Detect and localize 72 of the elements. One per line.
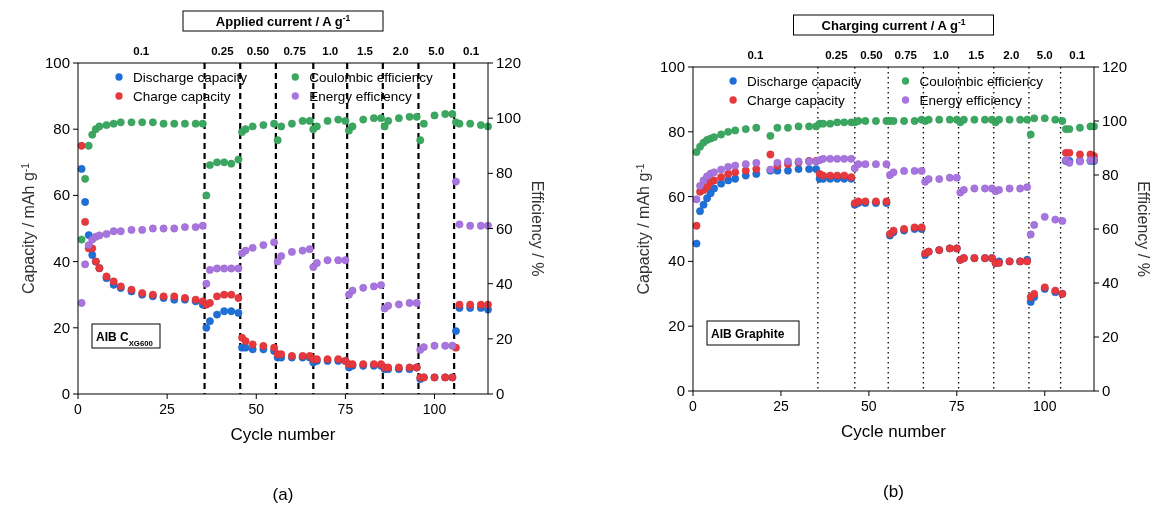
y2-tick-label: 80	[1102, 166, 1119, 183]
x-axis-title: Cycle number	[841, 422, 947, 441]
text: 1.5	[357, 45, 374, 57]
y-tick-label: 40	[668, 252, 685, 270]
y2-tick-label: 40	[496, 274, 513, 292]
y2-tick-label: 120	[496, 54, 522, 71]
text: 5.0	[1036, 49, 1053, 61]
legend-label: Coulombic efficiency	[919, 74, 1044, 89]
x-tick-label: 0	[74, 401, 83, 417]
y2-axis-title: Efficiency / %	[1135, 181, 1152, 277]
x2-axis-title: Charging current / A g$^{-1}$	[821, 17, 966, 33]
x-tick-label: 25	[159, 401, 176, 417]
legend-label: Energy efficiency	[919, 93, 1023, 108]
legend-label: Charge capacity	[747, 93, 845, 108]
text: 1.5	[968, 49, 985, 61]
x-tick-label: 25	[773, 398, 789, 414]
legend-label: Energy efficiency	[309, 89, 413, 104]
annotation: AIB Graphite	[711, 327, 785, 341]
y2-tick-label: 120	[1102, 58, 1128, 75]
y2-axis-title: Efficiency / %	[529, 180, 546, 277]
y-tick-label: 0	[61, 385, 70, 402]
y2-tick-label: 100	[496, 109, 522, 127]
legend-label: Discharge capacity	[133, 70, 248, 85]
text: 2.0	[392, 45, 409, 57]
text: 1.0	[932, 49, 949, 61]
y-tick-label: 100	[44, 54, 70, 71]
x2-axis-title: Applied current / A g$^{-1}$	[215, 13, 351, 29]
text: 0.1	[463, 45, 480, 57]
y-tick-label: 0	[676, 382, 685, 399]
y2-tick-label: 20	[496, 329, 513, 347]
y-tick-label: 80	[668, 122, 685, 140]
x-tick-label: 50	[861, 398, 877, 414]
y2-tick-label: 60	[496, 219, 513, 237]
x-axis-title: Cycle number	[230, 425, 336, 444]
legend-label: Discharge capacity	[747, 74, 862, 89]
y2-tick-label: 0	[496, 385, 505, 402]
legend-label: Charge capacity	[133, 89, 231, 104]
text: 0.75	[283, 45, 307, 57]
text: (b)	[883, 482, 904, 501]
y-tick-label: 80	[53, 120, 70, 138]
text: 0.50	[860, 49, 883, 61]
x-tick-label: 75	[337, 401, 354, 417]
y-tick-label: 60	[53, 186, 70, 204]
x-tick-label: 100	[1033, 398, 1057, 414]
y-tick-label: 60	[668, 187, 685, 205]
text: 0.1	[1069, 49, 1086, 61]
text: 0.50	[246, 45, 270, 57]
text: 0.25	[825, 49, 849, 61]
y2-tick-label: 60	[1102, 220, 1119, 237]
legend-label: Coulombic efficiency	[309, 70, 434, 85]
text: (a)	[272, 485, 294, 504]
text: 0.1	[133, 45, 150, 57]
y2-tick-label: 0	[1102, 382, 1111, 399]
y2-tick-label: 80	[496, 164, 513, 182]
y2-tick-label: 100	[1102, 112, 1128, 129]
y2-tick-label: 20	[1102, 328, 1119, 345]
text: 0.75	[894, 49, 918, 61]
text: 0.1	[747, 49, 765, 61]
x-tick-label: 50	[248, 401, 265, 417]
annotation: AIB C$_{XG600}$	[96, 330, 154, 348]
text: 2.0	[1003, 49, 1020, 61]
text: 1.0	[322, 45, 339, 57]
y-tick-label: 20	[668, 317, 685, 335]
x-tick-label: 100	[422, 401, 447, 417]
y-tick-label: 100	[659, 58, 685, 75]
y-tick-label: 20	[53, 318, 70, 336]
x-tick-label: 75	[949, 398, 965, 414]
x-tick-label: 0	[689, 398, 698, 414]
y-tick-label: 40	[53, 252, 70, 270]
y2-tick-label: 40	[1102, 274, 1119, 291]
text: 0.25	[211, 45, 235, 57]
text: 5.0	[428, 45, 445, 57]
